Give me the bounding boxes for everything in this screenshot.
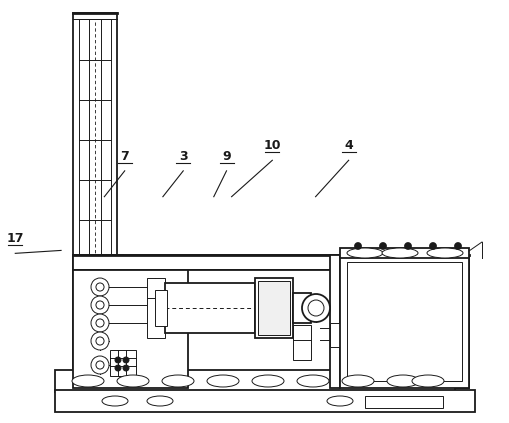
Circle shape — [354, 242, 361, 250]
Ellipse shape — [102, 396, 128, 406]
Bar — [110, 350, 136, 376]
Text: 7: 7 — [120, 150, 129, 163]
Bar — [73, 13, 117, 256]
Ellipse shape — [72, 375, 104, 387]
Circle shape — [380, 242, 386, 250]
Ellipse shape — [117, 375, 149, 387]
Ellipse shape — [387, 375, 419, 387]
Bar — [165, 283, 255, 333]
Circle shape — [91, 332, 109, 350]
Text: 4: 4 — [344, 139, 353, 152]
Ellipse shape — [382, 248, 418, 258]
Circle shape — [115, 357, 121, 363]
Bar — [330, 323, 340, 347]
Ellipse shape — [342, 375, 374, 387]
Ellipse shape — [412, 375, 444, 387]
Bar — [73, 270, 188, 388]
Bar — [155, 290, 167, 326]
Circle shape — [115, 365, 121, 371]
Bar — [258, 281, 290, 335]
Bar — [293, 325, 311, 360]
Ellipse shape — [427, 248, 463, 258]
Bar — [73, 255, 123, 270]
Circle shape — [91, 356, 109, 374]
Bar — [79, 19, 111, 256]
Bar — [55, 370, 455, 392]
Bar — [365, 396, 443, 408]
Circle shape — [405, 242, 411, 250]
Ellipse shape — [252, 375, 284, 387]
Bar — [330, 255, 340, 388]
Text: 3: 3 — [179, 150, 187, 163]
Bar — [347, 262, 462, 381]
Ellipse shape — [162, 375, 194, 387]
Bar — [340, 248, 469, 258]
Circle shape — [123, 365, 129, 371]
Circle shape — [91, 278, 109, 296]
Text: 9: 9 — [222, 150, 231, 163]
Ellipse shape — [147, 396, 173, 406]
Ellipse shape — [297, 375, 329, 387]
Circle shape — [308, 300, 324, 316]
Circle shape — [91, 314, 109, 332]
Circle shape — [96, 361, 104, 369]
Bar — [293, 293, 311, 323]
Bar — [255, 278, 293, 338]
Circle shape — [430, 242, 437, 250]
Circle shape — [96, 337, 104, 345]
Text: 10: 10 — [264, 139, 281, 152]
Circle shape — [96, 283, 104, 291]
Bar — [55, 390, 475, 412]
Ellipse shape — [347, 248, 383, 258]
Circle shape — [96, 301, 104, 309]
Bar — [73, 270, 469, 388]
Bar — [340, 255, 469, 388]
Circle shape — [91, 296, 109, 314]
Ellipse shape — [207, 375, 239, 387]
Bar — [73, 255, 469, 270]
Circle shape — [302, 294, 330, 322]
Bar — [147, 278, 165, 338]
Circle shape — [96, 319, 104, 327]
Text: 17: 17 — [7, 232, 24, 245]
Circle shape — [123, 357, 129, 363]
Circle shape — [455, 242, 462, 250]
Ellipse shape — [327, 396, 353, 406]
